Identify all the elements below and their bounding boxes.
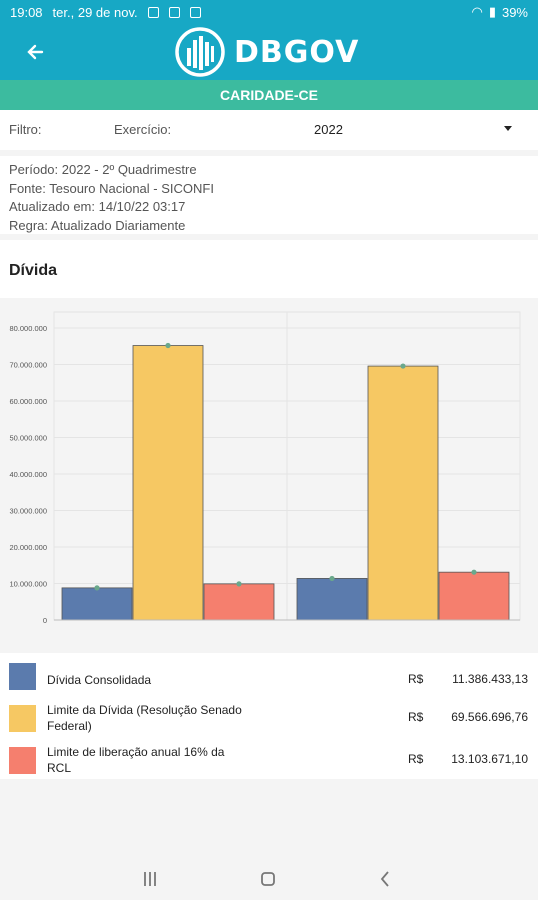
back-arrow-icon[interactable] (20, 36, 52, 68)
legend-value: 11.386.433,13 (452, 672, 528, 686)
info-updated: Atualizado em: 14/10/22 03:17 (9, 199, 186, 214)
info-period: Período: 2022 - 2º Quadrimestre (9, 162, 197, 177)
home-icon[interactable] (256, 868, 280, 890)
filter-row: Filtro: Exercício: 2022 (0, 110, 538, 150)
legend-value: 69.566.696,76 (451, 710, 528, 724)
year-dropdown[interactable]: 2022 (314, 122, 514, 137)
bar-marker (400, 363, 406, 369)
exercise-label: Exercício: (114, 122, 172, 137)
legend-value: 13.103.671,10 (451, 752, 528, 766)
y-tick-label: 30.000.000 (9, 507, 47, 516)
y-tick-label: 50.000.000 (9, 434, 47, 443)
legend-swatch (9, 747, 36, 774)
y-tick-label: 20.000.000 (9, 543, 47, 552)
chart-bar (132, 345, 204, 621)
notification-icon (147, 6, 159, 18)
legend-currency: R$ (408, 672, 424, 686)
legend-swatch (9, 705, 36, 732)
chart-bar (61, 587, 133, 621)
debt-chart: 0 10.000.000 20.000.000 30.000.000 40.000.00… (0, 298, 538, 653)
legend-currency: R$ (408, 710, 424, 724)
dropdown-caret-icon (504, 126, 512, 131)
status-date: ter., 29 de nov. (52, 4, 138, 20)
chart-bar (203, 583, 275, 621)
legend-item: Dívida Consolidada R$ 11.386.433,13 (0, 658, 538, 698)
recent-apps-icon[interactable] (138, 868, 162, 890)
info-panel: Período: 2022 - 2º Quadrimestre Fonte: T… (0, 156, 538, 234)
battery-icon: ▮ (488, 4, 496, 19)
logo-text: DBGOV (234, 34, 360, 70)
bar-marker (94, 585, 100, 591)
chart-svg: 0 10.000.000 20.000.000 30.000.000 40.000.00… (9, 311, 521, 625)
legend-swatch (9, 663, 36, 690)
y-tick-label: 0 (43, 616, 47, 625)
app-bar: DBGOV (0, 24, 538, 80)
bar-marker (165, 342, 171, 349)
filter-label: Filtro: (9, 122, 42, 137)
y-tick-label: 40.000.000 (9, 470, 47, 479)
system-nav-bar (0, 858, 538, 900)
chart-bar (438, 571, 510, 621)
wifi-icon: ◠ (471, 4, 483, 19)
legend-item: Limite de liberação anual 16% da RCL R$ … (0, 742, 538, 782)
app-icon (189, 6, 201, 18)
bar-marker (329, 575, 335, 582)
back-nav-icon[interactable] (374, 868, 398, 890)
legend-label: Limite de liberação anual 16% da RCL (47, 745, 225, 775)
chart-bar (367, 365, 439, 621)
y-tick-label: 80.000.000 (9, 324, 47, 333)
bar-marker (236, 581, 242, 587)
section-title: Dívida (9, 262, 58, 279)
chart-bar (296, 578, 368, 621)
legend-label: Limite da Dívida (Resolução Senado Feder… (47, 703, 242, 733)
legend-label: Dívida Consolidada (47, 673, 152, 687)
logo-emblem-icon (175, 27, 225, 77)
legend: Dívida Consolidada R$ 11.386.433,13 Limi… (0, 653, 538, 779)
status-time: 19:08 (10, 4, 43, 20)
y-tick-label: 70.000.000 (9, 361, 47, 370)
section-header: Dívida (0, 240, 538, 298)
status-bar: 19:08 ter., 29 de nov. ◠ ▮ 39% (0, 0, 538, 24)
battery-level: 39% (501, 4, 528, 20)
y-tick-label: 60.000.000 (9, 397, 47, 406)
legend-item: Limite da Dívida (Resolução Senado Feder… (0, 700, 538, 740)
y-tick-label: 10.000.000 (9, 580, 47, 589)
year-value: 2022 (314, 122, 343, 137)
dbgov-logo: DBGOV (174, 26, 359, 78)
legend-currency: R$ (408, 752, 424, 766)
mail-icon (168, 6, 180, 18)
info-rule: Regra: Atualizado Diariamente (9, 217, 186, 233)
entity-title: CARIDADE-CE (0, 80, 538, 110)
bar-marker (471, 569, 477, 575)
info-source: Fonte: Tesouro Nacional - SICONFI (9, 180, 214, 196)
